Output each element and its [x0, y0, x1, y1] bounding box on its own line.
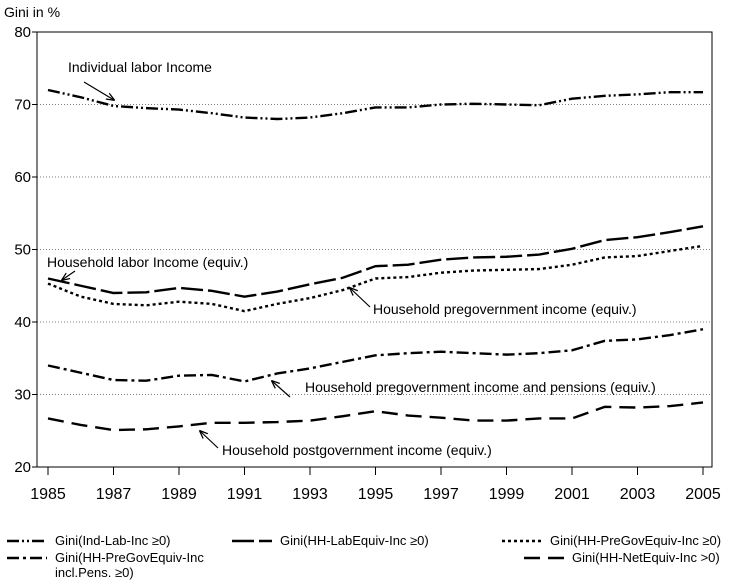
y-axis-label: Gini in % [4, 4, 60, 20]
series-line [47, 225, 704, 298]
annotation-arrow [83, 81, 114, 100]
annotation: Household postgovernment income (equiv.) [222, 442, 492, 458]
x-tick-label: 2001 [554, 486, 590, 503]
legend-label: Gini(HH-NetEquiv-Inc >0) [572, 550, 720, 565]
legend-item: Gini(HH-NetEquiv-Inc >0) [522, 550, 720, 565]
legend-label: Gini(Ind-Lab-Inc ≥0) [55, 533, 171, 548]
x-tick-label: 1995 [358, 486, 394, 503]
y-tick-label: 30 [14, 387, 31, 404]
x-tick-label: 1999 [489, 486, 525, 503]
annotation: Household labor Income (equiv.) [47, 254, 248, 270]
annotation: Household pregovernment income and pensi… [305, 379, 656, 395]
x-tick-label: 2005 [685, 486, 721, 503]
annotation-arrow [272, 381, 291, 398]
legend-swatch [524, 556, 564, 560]
y-tick-label: 50 [14, 242, 31, 259]
annotation: Household pregovernment income (equiv.) [373, 301, 637, 317]
y-tick-label: 70 [14, 97, 31, 114]
x-tick-label: 1991 [227, 486, 263, 503]
legend-label: Gini(HH-PreGovEquiv-Inc ≥0) [550, 533, 722, 548]
legend-swatch [7, 556, 47, 560]
legend-item: Gini(HH-PreGovEquiv-Inc ≥0) [500, 533, 721, 548]
y-tick-label: 60 [14, 169, 31, 186]
x-tick-label: 1985 [30, 486, 66, 503]
plot-frame [36, 31, 713, 468]
series-line [47, 401, 704, 432]
legend-label: Gini(HH-PreGovEquiv-Inc incl.Pens. ≥0) [55, 550, 204, 580]
x-tick-label: 1993 [292, 486, 328, 503]
legend-swatch [7, 539, 47, 543]
y-tick-label: 20 [14, 459, 31, 476]
annotation-arrow [62, 270, 76, 280]
y-tick-label: 40 [14, 314, 31, 331]
annotation-arrow [200, 431, 219, 449]
annotation-arrow [350, 288, 371, 308]
x-tick-label: 1987 [96, 486, 132, 503]
legend-item: Gini(HH-PreGovEquiv-Inc incl.Pens. ≥0) [5, 550, 210, 580]
annotation: Individual labor Income [68, 59, 212, 75]
x-tick-label: 2003 [620, 486, 656, 503]
series-line [47, 88, 703, 121]
legend-item: Gini(HH-LabEquiv-Inc ≥0) [230, 533, 429, 548]
legend-item: Gini(Ind-Lab-Inc ≥0) [5, 533, 171, 548]
x-tick-label: 1989 [161, 486, 197, 503]
legend-swatch [232, 539, 272, 543]
chart: Gini in % 20 30 40 50 60 70 80 1985 1987 1989 1991… [4, 4, 721, 503]
legend-swatch [502, 539, 542, 543]
x-tick-label: 1997 [423, 486, 459, 503]
legend-label: Gini(HH-LabEquiv-Inc ≥0) [280, 533, 429, 548]
y-tick-label: 80 [14, 24, 31, 41]
series-line [47, 244, 704, 313]
series-line [47, 328, 704, 383]
